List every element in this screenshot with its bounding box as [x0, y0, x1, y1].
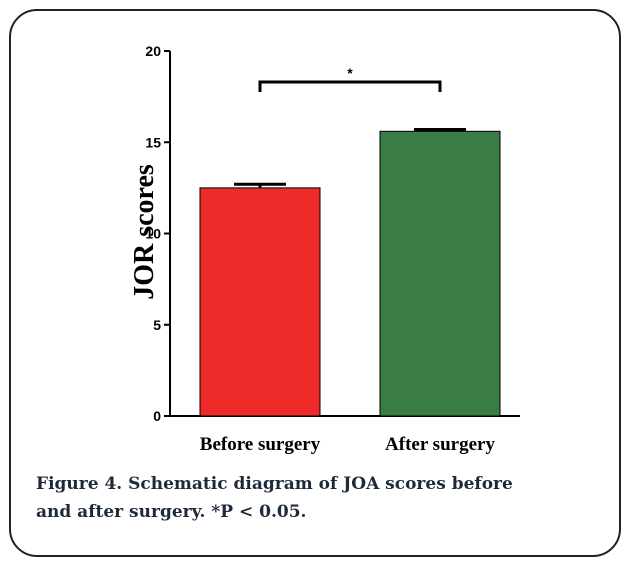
bar-1 [199, 187, 321, 417]
plot-area: 0 5 10 15 20 Before surgery After surgery * [145, 43, 520, 455]
bar-2 [379, 130, 501, 417]
y-tick-label-0: 0 [153, 408, 161, 424]
y-axis-label: JOR scores [129, 164, 160, 300]
figure-caption: Figure 4. Schematic diagram of JOA score… [36, 470, 513, 526]
caption-line-2: and after surgery. *P < 0.05. [36, 502, 307, 522]
significance-label: * [347, 65, 353, 81]
y-tick-label-15: 15 [145, 134, 161, 150]
significance-bracket [258, 80, 442, 92]
y-tick-label-20: 20 [145, 43, 161, 59]
caption-line-1: Figure 4. Schematic diagram of JOA score… [36, 474, 513, 494]
y-tick-label-5: 5 [153, 317, 161, 333]
x-category-label-1: Before surgery [200, 434, 321, 455]
x-category-label-2: After surgery [385, 434, 495, 455]
y-tick-label-10: 10 [145, 226, 161, 242]
